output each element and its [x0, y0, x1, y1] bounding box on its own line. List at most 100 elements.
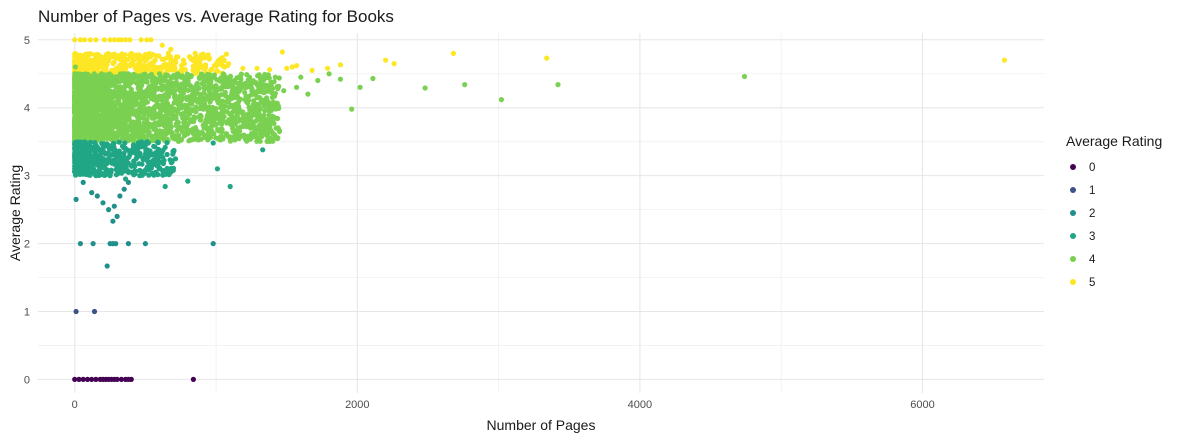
x-axis-ticks: 0 2000 4000 6000 — [72, 399, 935, 411]
data-point — [214, 166, 220, 172]
data-point — [194, 80, 200, 86]
data-point — [98, 165, 104, 171]
data-point — [163, 91, 170, 97]
data-point — [116, 161, 122, 167]
data-point — [198, 93, 204, 99]
data-point — [257, 94, 263, 101]
data-point — [223, 51, 229, 57]
data-point — [128, 376, 134, 382]
data-point — [183, 130, 189, 136]
data-point — [92, 113, 99, 119]
data-point — [244, 136, 250, 142]
data-point — [93, 376, 99, 382]
data-point — [151, 59, 157, 65]
data-point — [209, 66, 215, 72]
data-point — [134, 118, 140, 124]
data-point — [206, 108, 212, 114]
data-point — [209, 75, 215, 81]
data-point — [294, 63, 300, 69]
data-point — [269, 129, 275, 135]
data-point — [199, 54, 205, 60]
legend-label: 2 — [1089, 208, 1095, 220]
data-point — [153, 103, 159, 109]
data-point — [152, 144, 158, 150]
data-point — [256, 86, 262, 92]
data-point — [82, 37, 88, 43]
data-point — [77, 89, 83, 95]
data-point — [265, 72, 271, 78]
data-point — [90, 57, 96, 64]
data-point — [201, 134, 208, 140]
x-tick-label: 0 — [72, 399, 78, 411]
data-point — [118, 118, 124, 124]
data-point — [102, 135, 108, 141]
data-point — [267, 115, 273, 121]
data-point — [131, 159, 137, 165]
data-point — [143, 75, 149, 81]
data-point — [249, 88, 255, 94]
data-point — [252, 79, 259, 86]
data-point — [91, 308, 98, 315]
data-point — [106, 207, 112, 213]
data-point — [72, 64, 78, 70]
data-point — [113, 107, 119, 113]
data-point — [166, 172, 172, 178]
data-point — [146, 172, 152, 178]
data-point — [194, 68, 200, 75]
legend-key — [1070, 187, 1076, 193]
data-point — [101, 119, 107, 125]
legend: Average Rating 0 1 2 3 4 5 — [1066, 133, 1162, 289]
data-point — [171, 106, 177, 112]
x-tick-label: 2000 — [345, 399, 369, 411]
data-point — [142, 142, 148, 148]
data-point — [104, 263, 110, 269]
data-point — [96, 100, 102, 106]
data-point — [72, 124, 78, 131]
data-point — [80, 85, 86, 91]
data-point — [111, 102, 117, 108]
data-point — [127, 37, 133, 43]
data-point — [129, 61, 136, 67]
data-point — [72, 105, 78, 111]
data-point — [76, 162, 82, 168]
data-point — [72, 140, 78, 146]
data-point — [224, 98, 230, 104]
data-point — [187, 137, 193, 143]
data-point — [210, 140, 216, 146]
data-point — [246, 120, 252, 126]
data-point — [116, 87, 122, 93]
data-point — [90, 102, 96, 108]
data-point — [326, 71, 332, 77]
y-tick-label: 4 — [24, 103, 30, 115]
data-point — [544, 55, 550, 61]
legend-items: 0 1 2 3 4 5 — [1070, 162, 1096, 289]
data-point — [281, 88, 287, 94]
data-point — [72, 95, 78, 101]
data-point — [120, 156, 126, 162]
data-point — [107, 54, 113, 60]
data-point — [210, 241, 216, 247]
data-point — [100, 150, 106, 156]
data-point — [213, 121, 219, 127]
data-point — [111, 37, 117, 43]
data-point — [248, 125, 254, 131]
data-point — [272, 74, 278, 80]
data-point — [273, 125, 279, 131]
data-point — [84, 376, 91, 382]
data-point — [72, 158, 78, 164]
data-point — [170, 89, 176, 95]
data-point — [121, 84, 128, 90]
data-point — [245, 100, 251, 106]
data-point — [221, 64, 228, 70]
data-point — [178, 102, 184, 108]
data-point — [202, 101, 208, 107]
data-point — [166, 83, 172, 89]
data-point — [82, 156, 88, 162]
data-point — [260, 77, 267, 83]
data-point — [188, 117, 194, 123]
data-point — [229, 95, 235, 102]
data-point — [91, 133, 97, 139]
data-point — [279, 49, 285, 55]
data-point — [72, 100, 78, 106]
data-point — [325, 65, 331, 71]
